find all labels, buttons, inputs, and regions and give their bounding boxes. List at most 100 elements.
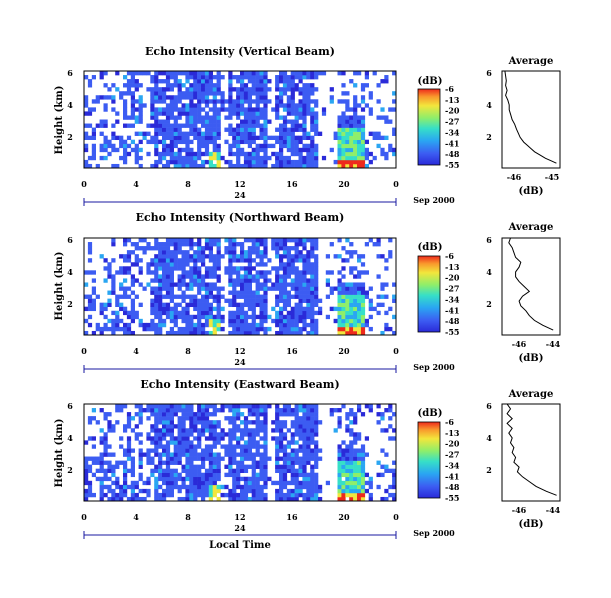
heatmap-cell xyxy=(169,155,174,161)
heatmap-cell xyxy=(310,147,315,153)
heatmap-cell xyxy=(302,163,307,169)
heatmap-cell xyxy=(306,266,311,271)
heatmap-cell xyxy=(345,119,350,124)
heatmap-cell xyxy=(337,472,342,478)
heatmap-cell xyxy=(318,306,323,312)
heatmap-cell xyxy=(364,290,369,295)
heatmap-cell xyxy=(286,262,291,267)
heatmap-cell xyxy=(275,440,280,445)
heatmap-cell xyxy=(212,472,217,478)
heatmap-cell xyxy=(353,127,358,132)
heatmap-cell xyxy=(208,306,213,312)
heatmap-cell xyxy=(337,408,342,413)
heatmap-cell xyxy=(134,159,139,165)
heatmap-cell xyxy=(263,131,268,136)
heatmap-cell xyxy=(271,428,276,433)
heatmap-cell xyxy=(302,472,307,478)
heatmap-cell xyxy=(123,254,128,259)
heatmap-cell xyxy=(84,99,89,104)
heatmap-cell xyxy=(232,492,237,498)
heatmap-cell xyxy=(353,314,358,320)
heatmap-cell xyxy=(91,278,96,283)
heatmap-cell xyxy=(173,151,178,157)
heatmap-cell xyxy=(84,75,89,80)
heatmap-cell xyxy=(236,290,241,295)
heatmap-cell xyxy=(193,476,198,482)
heatmap-cell xyxy=(201,310,206,316)
heatmap-cell xyxy=(392,99,397,104)
heatmap-cell xyxy=(138,416,143,421)
heatmap-cell xyxy=(275,266,280,271)
x-tick-label: 0 xyxy=(81,179,87,189)
heatmap-cell xyxy=(111,452,116,457)
heatmap-cell xyxy=(154,298,159,303)
heatmap-cell xyxy=(189,238,194,243)
heatmap-cell xyxy=(177,314,182,320)
heatmap-cell xyxy=(298,135,303,141)
heatmap-cell xyxy=(275,270,280,275)
heatmap-cell xyxy=(134,242,139,247)
heatmap-cell xyxy=(146,452,151,457)
heatmap-cell xyxy=(349,484,354,490)
heatmap-cell xyxy=(306,436,311,441)
heatmap-cell xyxy=(314,492,319,498)
heatmap-cell xyxy=(337,71,342,76)
heatmap-cell xyxy=(247,155,252,161)
heatmap-cell xyxy=(216,79,221,84)
heatmap-cell xyxy=(204,476,210,482)
heatmap-cell xyxy=(357,270,362,275)
heatmap-cell xyxy=(123,476,128,482)
heatmap-cell xyxy=(349,151,354,157)
heatmap-cell xyxy=(364,436,369,441)
heatmap-cell xyxy=(103,302,108,308)
heatmap-cell xyxy=(162,131,167,136)
heatmap-cell xyxy=(103,139,108,145)
heatmap-cell xyxy=(247,314,252,320)
heatmap-cell xyxy=(349,302,354,308)
heatmap-cell xyxy=(357,254,362,259)
heatmap-cell xyxy=(169,95,174,100)
heatmap-cell xyxy=(236,163,241,169)
heatmap-cell xyxy=(240,496,245,502)
heatmap-cell xyxy=(212,282,217,287)
heatmap-cell xyxy=(158,258,163,263)
heatmap-cell xyxy=(294,314,299,320)
heatmap-cell xyxy=(286,258,291,263)
heatmap-cell xyxy=(376,460,381,465)
heatmap-cell xyxy=(154,95,159,100)
heatmap-cell xyxy=(279,79,284,84)
heatmap-cell xyxy=(286,127,291,132)
heatmap-cell xyxy=(185,139,190,145)
heatmap-cell xyxy=(201,306,206,312)
heatmap-cell xyxy=(306,87,311,92)
heatmap-cell xyxy=(286,139,291,145)
heatmap-cell xyxy=(154,270,159,275)
heatmap-cell xyxy=(158,155,163,161)
heatmap-cell xyxy=(150,472,155,478)
heatmap-cell xyxy=(173,412,178,417)
heatmap-cell xyxy=(84,464,89,469)
heatmap-cell xyxy=(99,119,104,124)
heatmap-cell xyxy=(169,238,174,243)
heatmap-cell xyxy=(290,107,295,112)
heatmap-cell xyxy=(271,151,276,157)
heatmap-cell xyxy=(154,306,159,312)
heatmap-cell xyxy=(173,484,178,490)
heatmap-cell xyxy=(259,444,264,449)
heatmap-cell xyxy=(275,444,280,449)
heatmap-cell xyxy=(150,135,155,141)
heatmap-cell xyxy=(212,488,217,494)
heatmap-cell xyxy=(232,75,237,80)
heatmap-cell xyxy=(282,444,288,449)
heatmap-cell xyxy=(212,87,217,92)
heatmap-cell xyxy=(119,266,124,271)
heatmap-cell xyxy=(189,131,194,136)
heatmap-cell xyxy=(169,71,174,76)
heatmap-cell xyxy=(134,492,139,498)
heatmap-cell xyxy=(177,131,182,136)
heatmap-cell xyxy=(208,322,213,328)
heatmap-cell xyxy=(357,496,362,502)
heatmap-cell xyxy=(325,480,330,486)
heatmap-cell xyxy=(204,139,210,145)
heatmap-cell xyxy=(302,254,307,259)
